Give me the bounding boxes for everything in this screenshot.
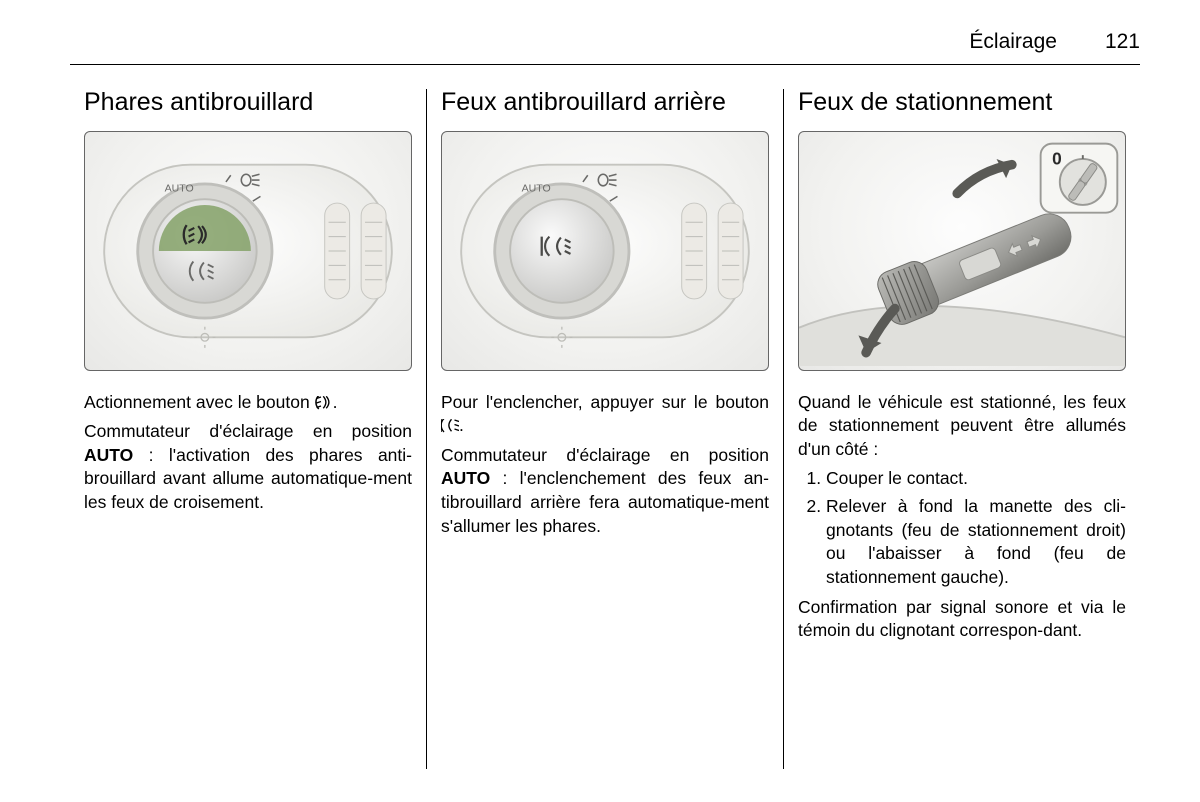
para-1-2-text: Commutateur d'éclairage en position [84,421,412,441]
para-1-1-before: Actionnement avec le bouton [84,392,315,412]
para-2-1: Pour l'enclencher, appuyer sur le bouton… [441,391,769,438]
step-1: Couper le contact. [826,467,1126,491]
column-2: Feux antibrouillard arrière [426,89,783,769]
para-1-2: Commutateur d'éclairage en position AUTO… [84,420,412,515]
figure-stalk: 0 [798,131,1126,371]
rear-fog-icon [441,419,459,433]
heading-phares-antibrouillard: Phares antibrouillard [84,89,412,117]
chapter-title: Éclairage [969,30,1057,54]
column-1: Phares antibrouillard [70,89,426,769]
para-1-1: Actionnement avec le bouton . [84,391,412,415]
steps-list: Couper le contact. Relever à fond la man… [798,467,1126,589]
para-1-2-bold: AUTO [84,445,133,465]
para-2-2: Commutateur d'éclairage en position AUTO… [441,444,769,539]
svg-text:AUTO: AUTO [165,182,194,194]
para-2-2-text: Commutateur d'éclairage en position [441,445,769,465]
para-3-intro: Quand le véhicule est stationné, les feu… [798,391,1126,462]
step-2: Relever à fond la manette des cli-gnotan… [826,495,1126,590]
front-fog-icon [315,396,333,410]
heading-feux-antibrouillard-arriere: Feux antibrouillard arrière [441,89,769,117]
para-1-1-after: . [333,392,338,412]
para-1-2-after: : l'activation des phares anti-brouillar… [84,445,412,512]
para-2-2-after: : l'enclenchement des feux an-tibrouilla… [441,468,769,535]
figure-front-fog-dial: AUTO [84,131,412,371]
para-2-1-before: Pour l'enclencher, appuyer sur le bouton [441,392,769,412]
heading-feux-stationnement: Feux de stationnement [798,89,1126,117]
svg-text:AUTO: AUTO [522,182,551,194]
figure-rear-fog-dial: AUTO [441,131,769,371]
column-3: Feux de stationnement [783,89,1140,769]
page-number: 121 [1105,30,1140,54]
rear-fog-dial-svg: AUTO [442,132,768,370]
page-header: Éclairage 121 [70,30,1140,65]
front-fog-dial-svg: AUTO [85,132,411,370]
content-columns: Phares antibrouillard [70,89,1140,769]
para-3-outro: Confirmation par signal sonore et via le… [798,596,1126,643]
inset-label: 0 [1052,148,1062,168]
para-2-1-after: . [459,415,464,435]
stalk-svg: 0 [799,132,1125,370]
para-2-2-bold: AUTO [441,468,490,488]
